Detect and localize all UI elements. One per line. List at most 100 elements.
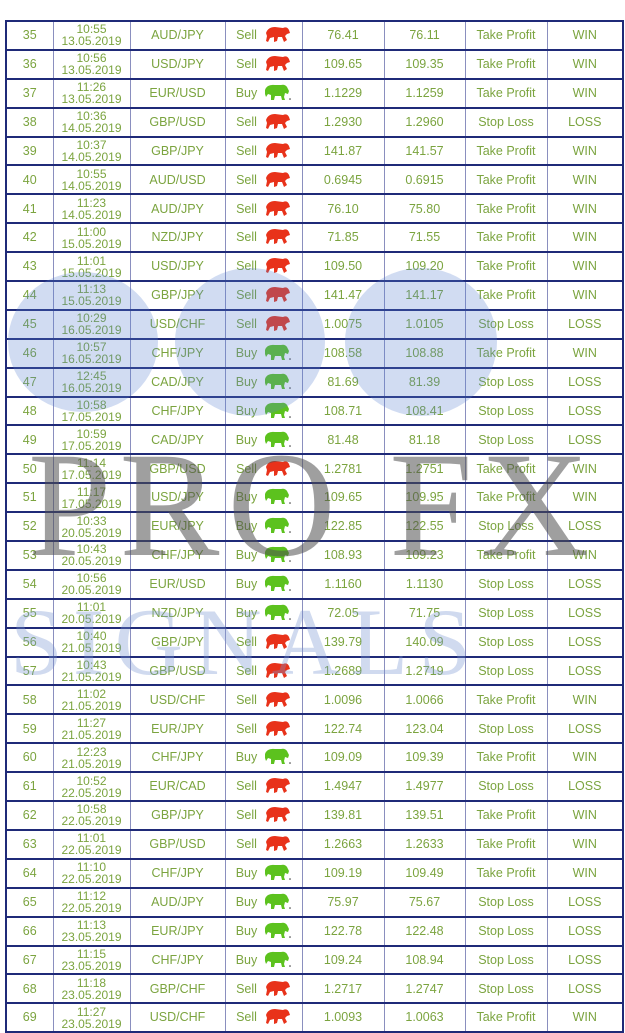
trade-direction: Buy xyxy=(224,482,303,513)
entry-price: 141.47 xyxy=(301,280,385,311)
trade-result: WIN xyxy=(546,193,624,224)
close-type: Take Profit xyxy=(464,193,548,224)
trade-direction: Sell xyxy=(224,193,303,224)
table-row: 58 11:02 21.05.2019 USD/CHF Sell 1.0096 1.0066… xyxy=(5,684,624,715)
trade-direction: Buy xyxy=(224,569,303,600)
direction-label: Sell xyxy=(236,317,257,332)
entry-price: 71.85 xyxy=(301,222,385,253)
entry-price: 109.65 xyxy=(301,49,385,80)
direction-label: Buy xyxy=(235,577,258,592)
close-type: Stop Loss xyxy=(464,713,548,744)
trade-number: 43 xyxy=(5,251,54,282)
table-row: 64 11:10 22.05.2019 CHF/JPY Buy 109.19 109.49 T… xyxy=(5,858,624,889)
trade-result: WIN xyxy=(546,136,624,166)
trade-number: 40 xyxy=(5,164,54,195)
currency-pair: USD/JPY xyxy=(129,482,226,513)
trade-number: 44 xyxy=(5,280,54,311)
trade-datetime: 10:56 20.05.2019 xyxy=(52,569,131,600)
close-type: Take Profit xyxy=(464,338,548,369)
trade-date: 20.05.2019 xyxy=(61,583,122,598)
entry-price: 1.2930 xyxy=(301,107,385,138)
trade-number: 36 xyxy=(5,49,54,80)
trade-datetime: 10:58 22.05.2019 xyxy=(52,800,131,831)
bear-icon xyxy=(263,198,291,221)
trade-datetime: 10:43 20.05.2019 xyxy=(52,540,131,571)
exit-price: 1.4977 xyxy=(383,771,466,802)
direction-label: Sell xyxy=(236,114,257,129)
trade-date: 17.05.2019 xyxy=(61,467,122,482)
trade-direction: Buy xyxy=(224,338,303,369)
trade-time: 10:55 xyxy=(76,166,107,181)
exit-price: 1.2747 xyxy=(383,973,466,1004)
trade-result: LOSS xyxy=(546,916,624,946)
bear-icon xyxy=(263,718,291,741)
trade-time: 11:12 xyxy=(76,889,107,904)
direction-label: Sell xyxy=(236,721,257,736)
bull-icon xyxy=(263,573,292,596)
trade-date: 23.05.2019 xyxy=(61,930,122,945)
trade-date: 16.05.2019 xyxy=(61,323,122,338)
trade-number: 52 xyxy=(5,511,54,542)
trade-result: LOSS xyxy=(546,396,624,426)
currency-pair: NZD/JPY xyxy=(129,222,226,253)
exit-price: 140.09 xyxy=(383,627,466,658)
trade-time: 11:13 xyxy=(76,918,107,933)
trade-time: 11:01 xyxy=(76,253,107,268)
trade-number: 50 xyxy=(5,453,54,484)
trade-result: WIN xyxy=(546,829,624,860)
trade-date: 21.05.2019 xyxy=(61,756,122,771)
trade-date: 15.05.2019 xyxy=(61,265,122,280)
trade-date: 23.05.2019 xyxy=(61,987,122,1002)
trade-date: 13.05.2019 xyxy=(61,92,122,107)
bear-icon xyxy=(263,255,291,278)
trade-datetime: 10:57 16.05.2019 xyxy=(52,338,131,369)
table-row: 35 10:55 13.05.2019 AUD/JPY Sell 76.41 76.11 Ta… xyxy=(5,20,624,51)
trade-result: LOSS xyxy=(546,945,624,975)
trade-date: 13.05.2019 xyxy=(61,34,122,49)
table-row: 66 11:13 23.05.2019 EUR/JPY Buy 122.78 122.48 S… xyxy=(5,916,624,946)
table-row: 49 10:59 17.05.2019 CAD/JPY Buy 81.48 81.18 Sto… xyxy=(5,424,624,455)
trade-date: 15.05.2019 xyxy=(61,236,122,251)
table-row: 48 10:58 17.05.2019 CHF/JPY Buy 108.71 108.41 S… xyxy=(5,396,624,426)
entry-price: 1.0093 xyxy=(301,1002,385,1033)
exit-price: 1.2719 xyxy=(383,656,466,686)
bear-icon xyxy=(263,804,291,827)
entry-price: 1.1160 xyxy=(301,569,385,600)
direction-label: Buy xyxy=(235,490,258,505)
table-row: 65 11:12 22.05.2019 AUD/JPY Buy 75.97 75.67 Sto… xyxy=(5,887,624,918)
trade-number: 41 xyxy=(5,193,54,224)
trade-date: 15.05.2019 xyxy=(61,294,122,309)
entry-price: 76.41 xyxy=(301,20,385,51)
trade-datetime: 11:27 23.05.2019 xyxy=(52,1002,131,1033)
entry-price: 109.50 xyxy=(301,251,385,282)
trade-direction: Sell xyxy=(224,771,303,802)
bull-icon xyxy=(263,515,292,538)
trade-number: 68 xyxy=(5,973,54,1004)
trade-date: 22.05.2019 xyxy=(61,843,122,858)
close-type: Take Profit xyxy=(464,222,548,253)
trade-number: 64 xyxy=(5,858,54,889)
trade-number: 47 xyxy=(5,367,54,398)
table-row: 39 10:37 14.05.2019 GBP/JPY Sell 141.87 141.57… xyxy=(5,136,624,166)
trade-datetime: 10:33 20.05.2019 xyxy=(52,511,131,542)
trade-datetime: 11:26 13.05.2019 xyxy=(52,78,131,109)
direction-label: Buy xyxy=(235,432,258,447)
direction-label: Sell xyxy=(236,663,257,678)
direction-label: Buy xyxy=(235,923,258,938)
trade-time: 12:45 xyxy=(76,369,107,384)
exit-price: 108.88 xyxy=(383,338,466,369)
trade-date: 13.05.2019 xyxy=(61,63,122,78)
currency-pair: USD/JPY xyxy=(129,251,226,282)
bull-icon xyxy=(263,949,292,972)
trade-result: LOSS xyxy=(546,511,624,542)
exit-price: 122.55 xyxy=(383,511,466,542)
entry-price: 81.48 xyxy=(301,424,385,455)
trade-datetime: 12:45 16.05.2019 xyxy=(52,367,131,398)
trade-time: 10:43 xyxy=(76,658,107,673)
trade-time: 10:29 xyxy=(76,311,107,326)
trade-date: 14.05.2019 xyxy=(61,178,122,193)
entry-price: 72.05 xyxy=(301,598,385,629)
bull-icon xyxy=(263,342,292,365)
table-row: 41 11:23 14.05.2019 AUD/JPY Sell 76.10 75.80 Ta… xyxy=(5,193,624,224)
trade-datetime: 10:59 17.05.2019 xyxy=(52,424,131,455)
